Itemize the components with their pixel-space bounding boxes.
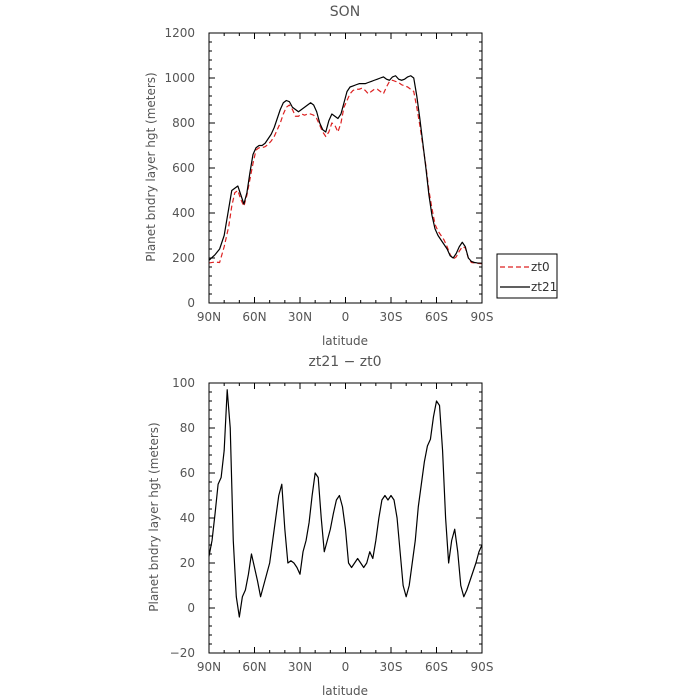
- bottom-chart-y-tick-label: 0: [187, 601, 195, 615]
- bottom-chart-y-tick-label: 40: [180, 511, 195, 525]
- top-chart-y-tick-label: 800: [172, 116, 195, 130]
- top-chart-series-line-zt0: [208, 79, 483, 265]
- legend-box: [496, 253, 558, 299]
- bottom-chart-y-tick-label: 100: [172, 376, 195, 390]
- top-chart-y-tick-label: 1200: [164, 26, 195, 40]
- top-chart-title: SON: [330, 4, 360, 20]
- top-chart-y-tick-label: 200: [172, 251, 195, 265]
- top-chart-series-line-zt21: [208, 75, 483, 264]
- bottom-chart-ylabel: Planet bndry layer hgt (meters): [147, 422, 161, 612]
- bottom-chart-x-tick-label: 30N: [288, 660, 312, 674]
- bottom-chart-x-tick-label: 30S: [380, 660, 403, 674]
- bottom-chart-lines: [208, 389, 483, 618]
- top-chart-x-tick-label: 60S: [425, 310, 448, 324]
- top-chart-y-tick-label: 400: [172, 206, 195, 220]
- bottom-chart-x-tick-label: 0: [342, 660, 350, 674]
- bottom-chart-frame: [208, 382, 483, 654]
- bottom-chart-y-tick-label: 20: [180, 556, 195, 570]
- top-chart-ylabel: Planet bndry layer hgt (meters): [144, 72, 158, 262]
- bottom-chart-y-tick-label: 80: [180, 421, 195, 435]
- top-chart-xlabel: latitude: [322, 334, 368, 348]
- bottom-chart-xlabel: latitude: [322, 684, 368, 698]
- bottom-chart-ticks: 90N 60N 30N 0 30S 60S 90S −20 0 20 40 60 80 100: [170, 376, 494, 674]
- bottom-chart-x-tick-label: 90N: [197, 660, 221, 674]
- top-chart-x-tick-label: 30S: [380, 310, 403, 324]
- bottom-chart-x-tick-label: 60S: [425, 660, 448, 674]
- top-chart-y-tick-label: 1000: [164, 71, 195, 85]
- legend-label-zt21: zt21: [531, 280, 557, 294]
- bottom-chart-x-tick-label: 60N: [242, 660, 266, 674]
- legend: zt0 zt21: [496, 253, 558, 299]
- legend-label-zt0: zt0: [531, 260, 550, 274]
- top-chart-x-tick-label: 90N: [197, 310, 221, 324]
- top-chart-y-tick-label: 600: [172, 161, 195, 175]
- bottom-chart-panel: zt21 − zt0 latitude Planet bndry layer h…: [147, 354, 493, 698]
- top-chart-ticks: 90N 60N 30N 0 30S 60S 90S 0 200 400 600 800 1000 1200: [164, 26, 493, 324]
- top-chart-panel: SON latitude Planet bndry layer hgt (met…: [144, 4, 558, 348]
- top-chart-x-tick-label: 30N: [288, 310, 312, 324]
- top-chart-x-tick-label: 0: [342, 310, 350, 324]
- top-chart-lines: [208, 75, 483, 265]
- top-chart-y-tick-label: 0: [187, 296, 195, 310]
- top-chart-x-tick-label: 60N: [242, 310, 266, 324]
- top-chart-x-tick-label: 90S: [471, 310, 494, 324]
- bottom-chart-series-line-diff: [208, 389, 483, 618]
- top-chart-frame: [208, 32, 483, 304]
- bottom-chart-title: zt21 − zt0: [308, 354, 381, 370]
- bottom-chart-y-tick-label: 60: [180, 466, 195, 480]
- bottom-chart-x-tick-label: 90S: [471, 660, 494, 674]
- bottom-chart-y-tick-label: −20: [170, 646, 195, 660]
